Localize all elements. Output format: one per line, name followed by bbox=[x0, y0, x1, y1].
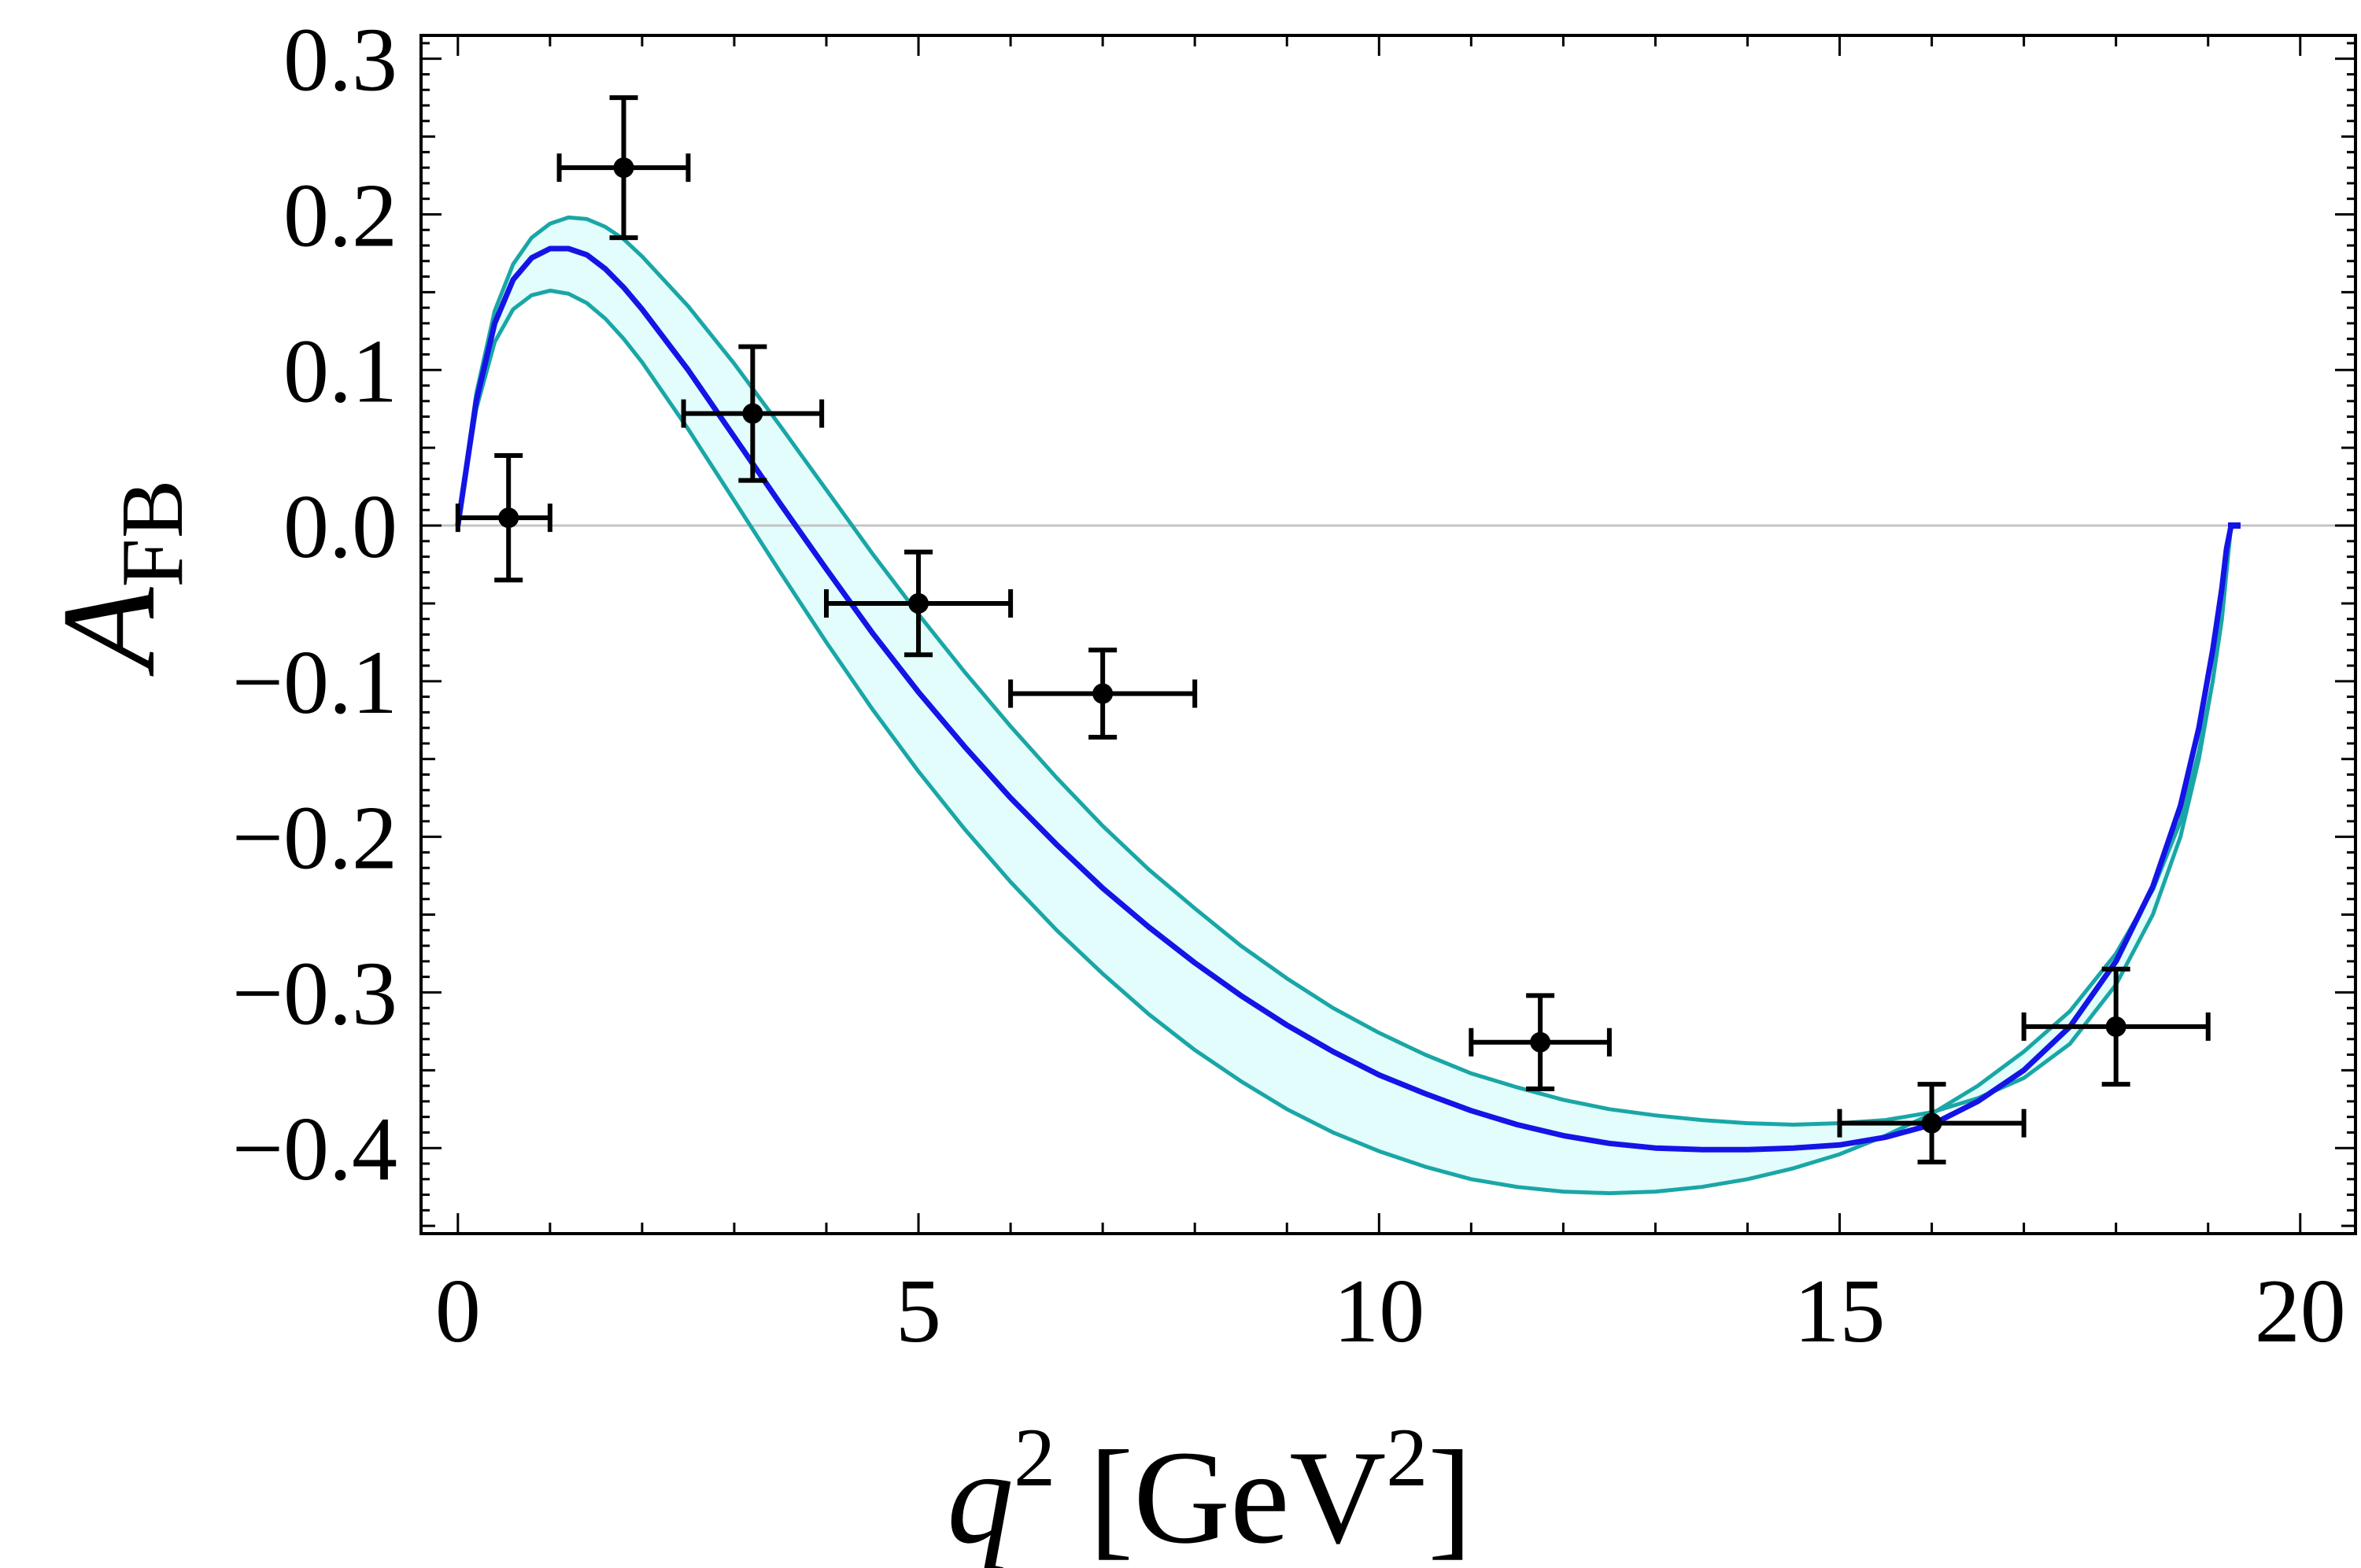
data-marker bbox=[498, 507, 519, 529]
y-tick-label: −0.1 bbox=[232, 633, 397, 733]
data-point-4 bbox=[824, 549, 1014, 658]
y-tick-label: −0.4 bbox=[232, 1099, 397, 1200]
data-marker bbox=[2105, 1016, 2126, 1037]
data-point-1 bbox=[455, 453, 552, 583]
axis-ticks bbox=[421, 35, 2355, 1234]
x-tick-label: 10 bbox=[1333, 1261, 1424, 1362]
data-marker bbox=[1092, 683, 1114, 704]
data-marker bbox=[613, 157, 634, 179]
x-tick-label: 0 bbox=[435, 1261, 481, 1362]
band-upper-line bbox=[456, 215, 2234, 1127]
uncertainty-band-fill bbox=[457, 217, 2231, 1194]
y-axis-title: AFB bbox=[35, 480, 201, 677]
data-point-6 bbox=[1469, 993, 1612, 1092]
y-tick-label: −0.2 bbox=[232, 788, 397, 889]
y-tick-label: 0.2 bbox=[283, 165, 397, 266]
y-tick-label: −0.3 bbox=[232, 943, 397, 1044]
x-axis-unit-open: [GeV bbox=[1055, 1423, 1386, 1568]
data-point-5 bbox=[1008, 647, 1198, 740]
band-boundary-lines bbox=[456, 215, 2234, 1196]
data-points-layer bbox=[455, 95, 2211, 1165]
x-axis-variable-sup: 2 bbox=[1014, 1411, 1055, 1503]
y-tick-label: 0.3 bbox=[283, 10, 397, 111]
y-tick-labels: 0.3 0.2 0.1 0.0 −0.1 −0.2 −0.3 −0.4 bbox=[232, 10, 397, 1201]
y-tick-label: 0.1 bbox=[283, 321, 397, 422]
band-lower-line bbox=[456, 288, 2234, 1196]
x-tick-labels: 0 5 10 15 20 bbox=[435, 1261, 2346, 1362]
data-marker bbox=[1530, 1031, 1551, 1053]
y-axis-variable-sub: FB bbox=[104, 480, 201, 588]
data-point-8 bbox=[2021, 966, 2211, 1087]
central-prediction-layer bbox=[455, 245, 2241, 1153]
x-axis-unit-sup: 2 bbox=[1386, 1411, 1428, 1503]
x-axis-title: q2 [GeV2] bbox=[947, 1411, 1472, 1568]
uncertainty-band-layer bbox=[457, 217, 2231, 1194]
data-point-2 bbox=[556, 95, 691, 241]
central-prediction-line bbox=[455, 245, 2234, 1153]
y-tick-label: 0.0 bbox=[283, 477, 397, 577]
x-tick-label: 15 bbox=[1794, 1261, 1886, 1362]
data-point-3 bbox=[681, 344, 825, 483]
data-marker bbox=[742, 403, 763, 424]
data-marker bbox=[908, 592, 929, 614]
x-axis-unit-close: ] bbox=[1428, 1423, 1472, 1568]
x-axis-variable: q bbox=[947, 1423, 1014, 1568]
x-tick-label: 20 bbox=[2255, 1261, 2346, 1362]
data-marker bbox=[1921, 1112, 1942, 1134]
x-tick-label: 5 bbox=[896, 1261, 941, 1362]
y-axis-variable: A bbox=[35, 586, 183, 677]
data-point-7 bbox=[1837, 1082, 2027, 1165]
